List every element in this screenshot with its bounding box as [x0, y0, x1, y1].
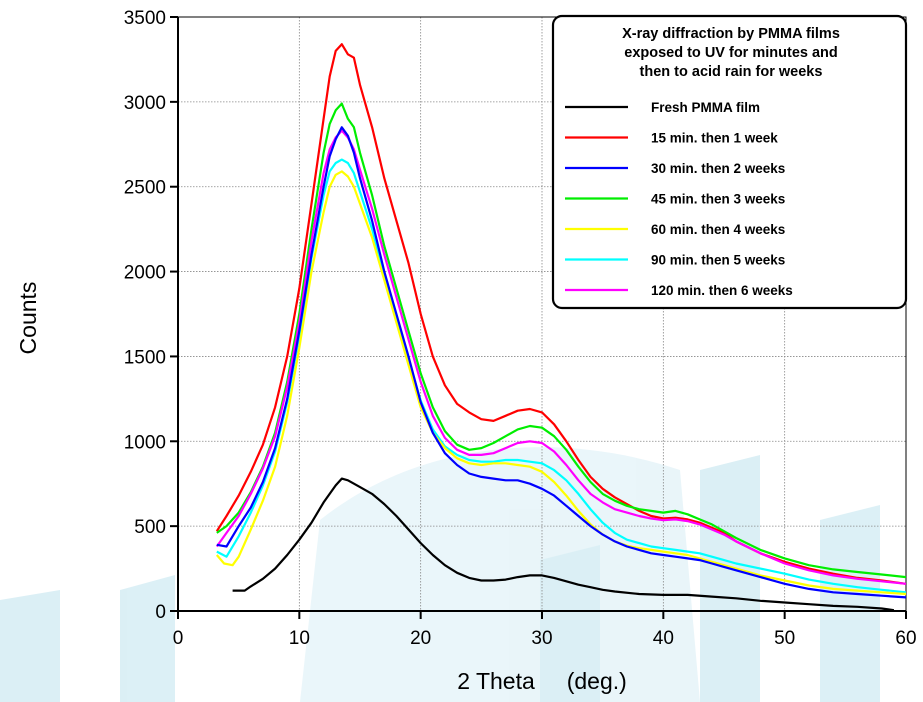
legend-label: 30 min. then 2 weeks: [651, 161, 785, 176]
y-tick-label: 3000: [124, 93, 166, 114]
legend-title-line-3: then to acid rain for weeks: [640, 64, 823, 80]
legend-label: 15 min. then 1 week: [651, 131, 778, 146]
x-tick-label: 20: [410, 628, 431, 649]
x-axis-title: 2 Theta (deg.): [457, 668, 627, 694]
legend-label: 45 min. then 3 weeks: [651, 192, 785, 207]
y-tick-label: 2000: [124, 263, 166, 284]
series-line: [215, 129, 906, 585]
legend-label: Fresh PMMA film: [651, 100, 760, 115]
x-tick-label: 10: [289, 628, 310, 649]
y-tick-label: 1500: [124, 347, 166, 368]
legend-label: 120 min. then 6 weeks: [651, 283, 793, 298]
y-tick-label: 3500: [124, 8, 166, 29]
series-line: [216, 126, 906, 599]
y-tick-label: 500: [134, 517, 166, 538]
series-line: [215, 170, 906, 596]
legend-items: Fresh PMMA film 15 min. then 1 week 30 min…: [565, 100, 793, 298]
background-watermark: [0, 447, 880, 702]
axes: 0 10 20 30 40 50 60 0 500 1000 1500 2000 2500 3000 350…: [124, 8, 917, 649]
x-tick-label: 30: [531, 628, 552, 649]
series-line: [216, 102, 906, 579]
series-line: [215, 43, 906, 585]
y-axis-title: Counts: [15, 282, 41, 355]
x-tick-label: 40: [653, 628, 674, 649]
series-line: [216, 158, 906, 594]
x-tick-label: 50: [774, 628, 795, 649]
legend-title-line-1: X-ray diffraction by PMMA films: [622, 26, 840, 42]
x-tick-label: 0: [173, 628, 184, 649]
legend-label: 90 min. then 5 weeks: [651, 253, 785, 268]
series-line: [232, 477, 895, 611]
y-tick-label: 1000: [124, 432, 166, 453]
legend: X-ray diffraction by PMMA films exposed …: [551, 14, 908, 310]
legend-box: [551, 14, 908, 310]
x-tick-label: 60: [895, 628, 916, 649]
legend-label: 60 min. then 4 weeks: [651, 222, 785, 237]
y-tick-label: 2500: [124, 178, 166, 199]
legend-title-line-2: exposed to UV for minutes and: [624, 45, 838, 61]
series-lines: [215, 43, 906, 611]
y-tick-label: 0: [155, 602, 166, 623]
